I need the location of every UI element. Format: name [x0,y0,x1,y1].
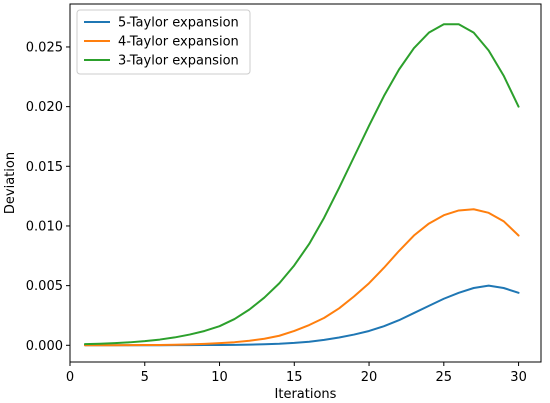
legend-label: 4-Taylor expansion [118,35,239,50]
y-axis: 0.000 0.005 0.010 0.015 0.020 0.025 [26,40,70,354]
series-line-3 [83,23,520,346]
x-tick-label: 0 [66,370,74,385]
y-tick-label: 0.005 [26,279,63,294]
x-tick-label: 5 [141,370,149,385]
plot-frame [69,3,542,363]
legend-label: 5-Taylor expansion [118,16,239,31]
y-tick-label: 0.000 [26,339,63,354]
x-tick-label: 20 [361,370,378,385]
series-line-1 [83,284,520,347]
x-tick-label: 10 [211,370,228,385]
y-tick-label: 0.010 [26,219,63,234]
legend: 5-Taylor expansion 4-Taylor expansion 3-Ta… [76,9,251,75]
legend-box [76,9,251,75]
series-line-2 [83,208,520,347]
y-tick-label: 0.020 [26,100,63,115]
legend-label: 3-Taylor expansion [118,54,239,69]
x-axis-title: Iterations [275,387,337,402]
y-tick-label: 0.025 [26,40,63,55]
x-axis: 0 5 10 15 20 25 30 [66,362,527,385]
y-tick-label: 0.015 [26,160,63,175]
plot-area [83,23,520,347]
y-axis-title: Deviation [3,152,18,214]
x-tick-label: 25 [436,370,453,385]
x-tick-label: 15 [286,370,303,385]
x-tick-label: 30 [510,370,527,385]
